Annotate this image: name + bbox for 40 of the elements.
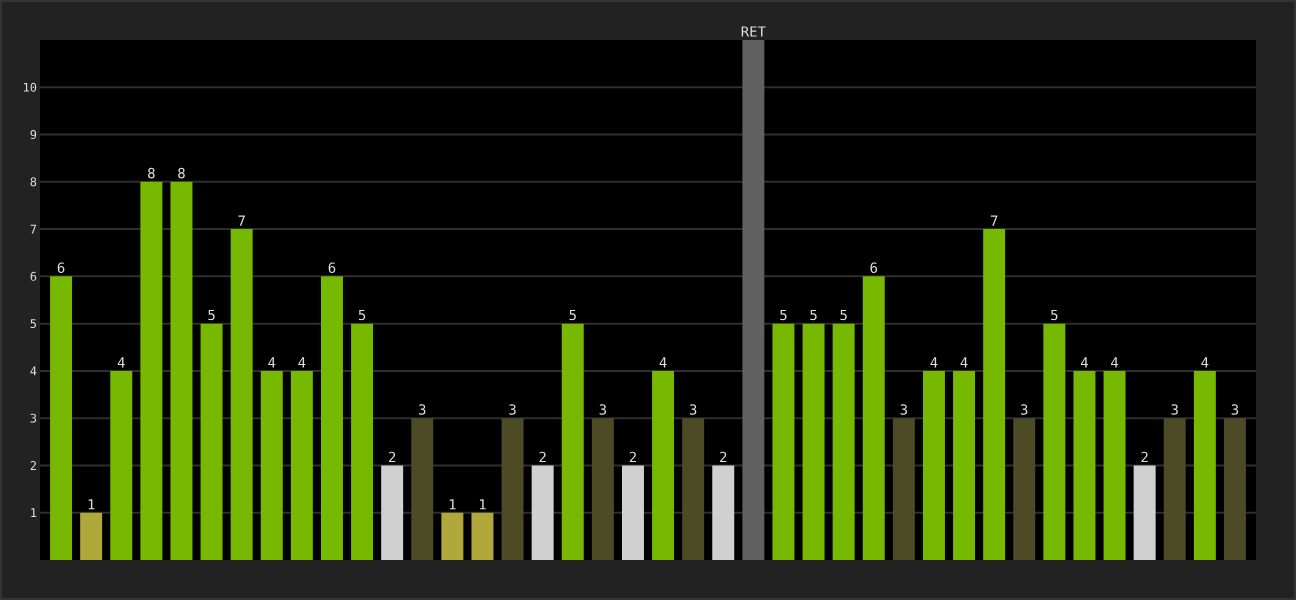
bar [320,276,343,560]
bar [772,323,795,560]
bar [983,229,1006,560]
bar [1223,418,1246,560]
bar [621,465,644,560]
bar [1133,465,1156,560]
bar [230,229,253,560]
bar [170,181,193,560]
bar [862,276,885,560]
bar [1103,370,1126,560]
bar [1193,370,1216,560]
bar [652,370,675,560]
bar [1043,323,1066,560]
bar [1163,418,1186,560]
bar [290,370,313,560]
bar [1013,418,1036,560]
bar [892,418,915,560]
bar [80,512,103,560]
bar [260,370,283,560]
bar [802,323,825,560]
bar [922,370,945,560]
bar [441,512,464,560]
bar [50,276,73,560]
bar [140,181,163,560]
bar [1073,370,1096,560]
bar [953,370,976,560]
bar [110,370,133,560]
bar [591,418,614,560]
bar [712,465,735,560]
bar [381,465,404,560]
bar [351,323,374,560]
bar [742,39,765,560]
bar [411,418,434,560]
bar [561,323,584,560]
bar [471,512,494,560]
bar [531,465,554,560]
bar [501,418,524,560]
bar [200,323,223,560]
bar [832,323,855,560]
bar [682,418,705,560]
